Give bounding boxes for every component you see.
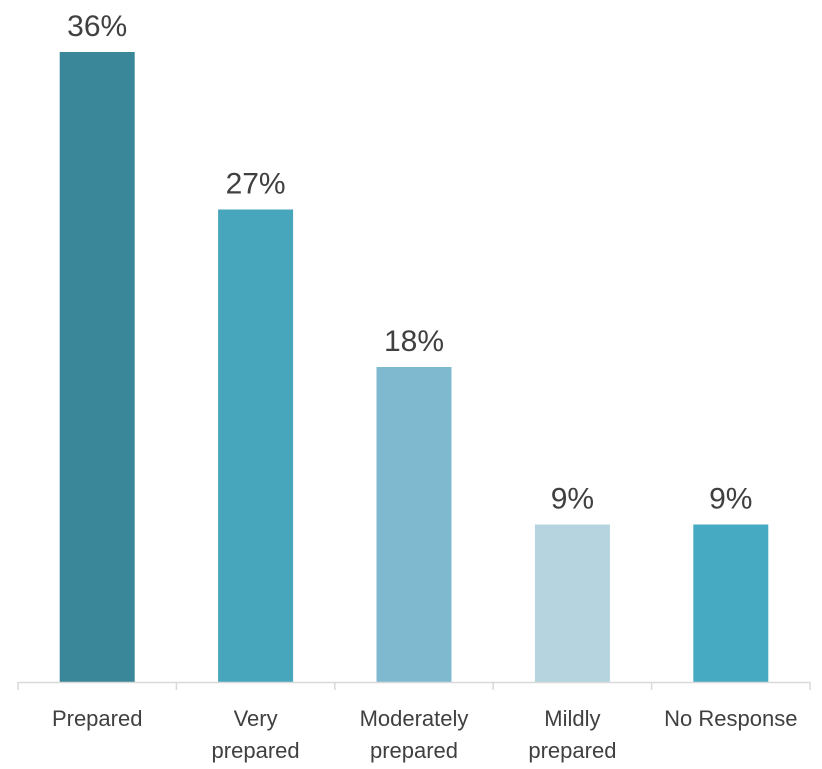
x-tick-label-2: Moderately prepared [360, 706, 469, 763]
data-label-2: 18% [384, 325, 444, 358]
bar-3 [534, 524, 610, 682]
bar-2 [376, 367, 452, 682]
x-tick-label-1: Very prepared [212, 706, 300, 763]
x-tick-label-0: Prepared [52, 706, 143, 731]
bars-group [59, 52, 769, 682]
bar-1 [218, 209, 294, 682]
x-tick-label-3: Mildly prepared [528, 706, 616, 763]
data-label-1: 27% [226, 168, 286, 201]
x-tick-label-4: No Response [664, 706, 797, 731]
bar-0 [59, 52, 135, 682]
x-tick-labels-group: Prepared Very prepared Moderately prepared Mi… [52, 706, 798, 763]
bar-4 [693, 524, 769, 682]
x-axis [17, 681, 811, 690]
data-label-4: 9% [709, 483, 752, 516]
data-labels-group: 36% 27% 18% 9% 9% [67, 10, 752, 516]
data-label-3: 9% [551, 483, 594, 516]
data-label-0: 36% [67, 10, 127, 43]
